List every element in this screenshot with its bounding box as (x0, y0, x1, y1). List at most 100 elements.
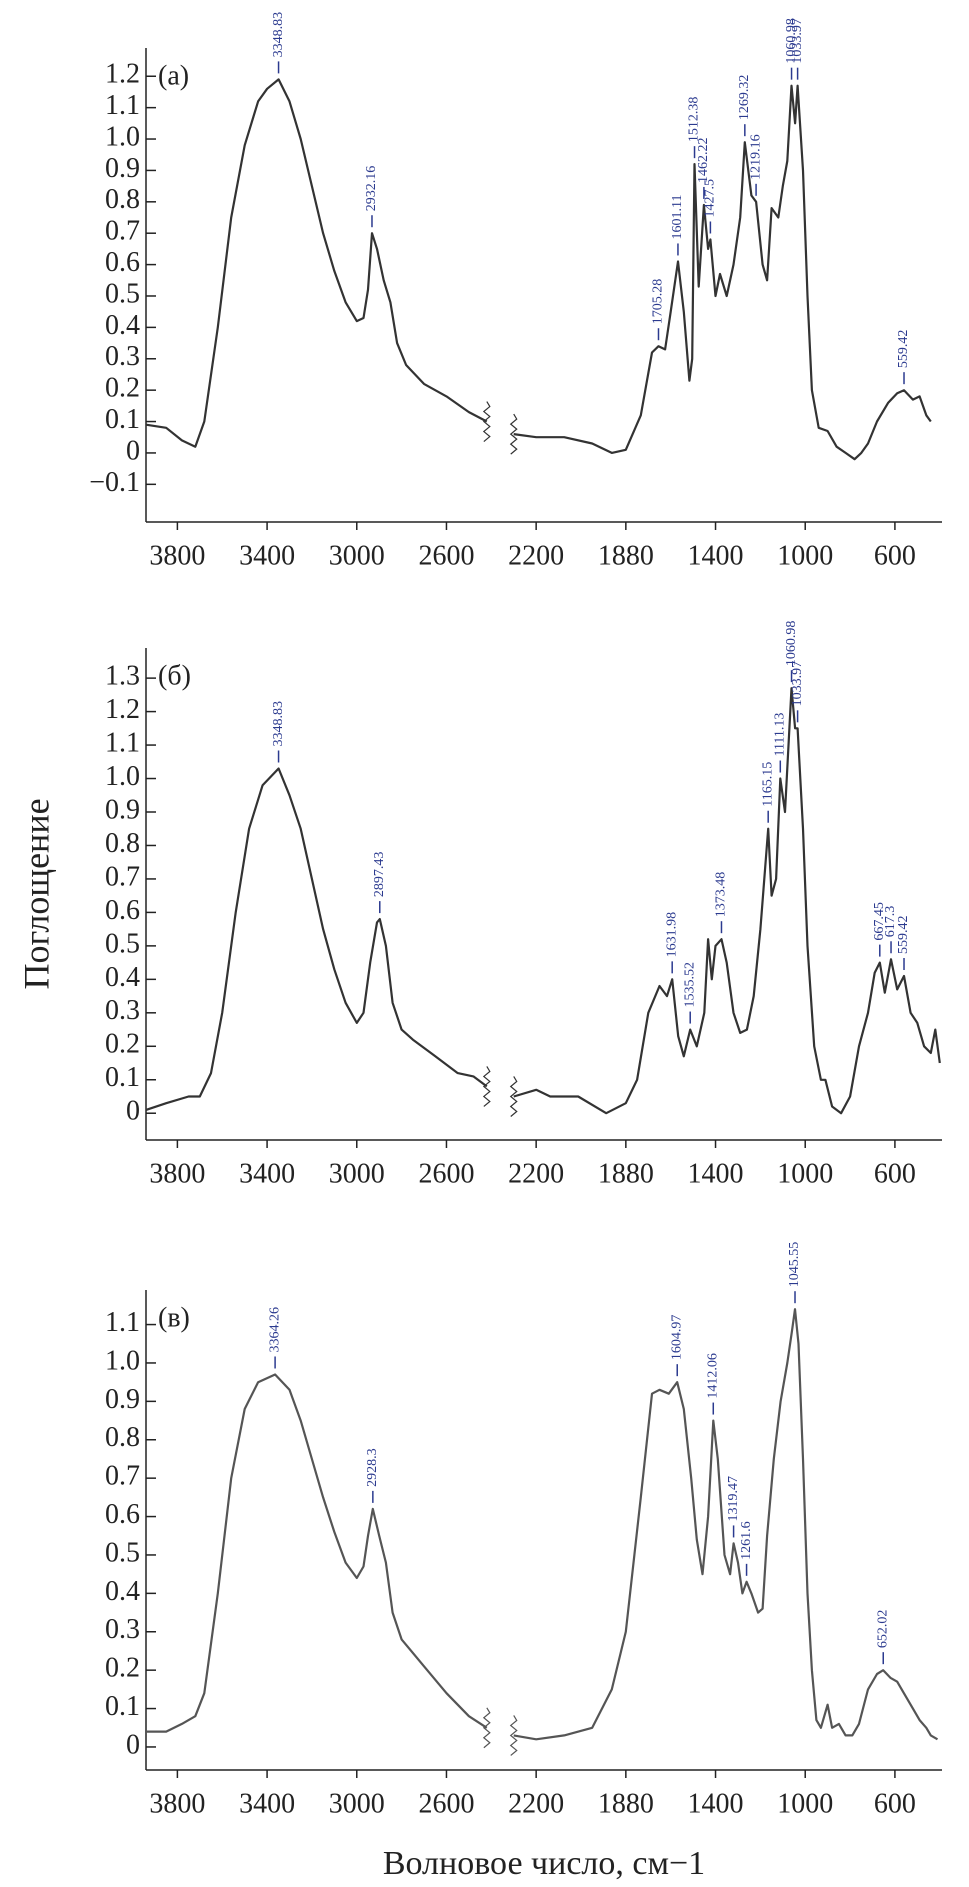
peak-label: 1060.98 (784, 621, 799, 667)
peak-label: 1033.97 (790, 661, 805, 707)
x-tick-label: 2600 (418, 540, 474, 571)
peak-label: 1604.97 (669, 1315, 684, 1361)
x-tick-label: 3000 (329, 1788, 385, 1819)
y-tick-label: 1.2 (105, 59, 140, 90)
peak-label: 3348.83 (271, 701, 286, 747)
spectrum-line (513, 687, 941, 1115)
y-tick-label: 1.2 (105, 694, 140, 725)
y-tick-label: 0.1 (105, 1062, 140, 1093)
y-tick-label: 0.9 (105, 153, 140, 184)
x-tick-label: 600 (874, 540, 916, 571)
peak-label: 1512.38 (687, 97, 702, 143)
y-tick-label: 1.1 (105, 1307, 140, 1338)
spectrum-line (146, 1373, 488, 1733)
axis-break (509, 1076, 518, 1117)
x-tick-label: 1400 (688, 540, 744, 571)
y-tick-label: 1.3 (105, 661, 140, 692)
x-tick-label: 3800 (149, 1158, 205, 1189)
y-tick-label: −0.1 (89, 467, 140, 498)
y-tick-label: 0.4 (105, 1576, 140, 1607)
x-tick-label: 1000 (777, 1158, 833, 1189)
peak-label: 1631.98 (664, 912, 679, 958)
x-tick-label: 2200 (508, 1158, 564, 1189)
y-tick-label: 0.4 (105, 310, 140, 341)
y-tick-label: 0.3 (105, 341, 140, 372)
panel-label: (б) (158, 660, 191, 691)
y-tick-label: 0.7 (105, 216, 140, 247)
x-tick-label: 3000 (329, 540, 385, 571)
peak-label: 1219.16 (748, 134, 763, 180)
peak-label: 1269.32 (737, 75, 752, 121)
y-tick-label: 1.1 (105, 727, 140, 758)
spectrum-line (145, 767, 488, 1111)
y-axis-label: Поглощение (16, 798, 56, 989)
peak-label: 1165.15 (760, 762, 775, 807)
y-tick-label: 0.2 (105, 373, 140, 404)
x-tick-label: 2200 (508, 540, 564, 571)
y-tick-label: 0.6 (105, 247, 140, 278)
peak-label: 2928.3 (365, 1448, 380, 1487)
peak-label: 1705.28 (651, 279, 666, 325)
peak-label: 1045.55 (787, 1242, 802, 1288)
x-tick-label: 3800 (149, 1788, 205, 1819)
y-tick-label: 1.0 (105, 761, 140, 792)
spectrum-line (145, 78, 488, 448)
peak-label: 3348.83 (271, 12, 286, 58)
y-tick-label: 0.3 (105, 1614, 140, 1645)
peak-label: 559.42 (896, 330, 911, 369)
x-tick-label: 1880 (598, 1158, 654, 1189)
spectrum-line (513, 1308, 939, 1741)
x-tick-label: 3800 (149, 540, 205, 571)
peak-label: 3364.26 (267, 1307, 282, 1353)
peak-label: 2897.43 (372, 852, 387, 898)
peak-label: 1427.5 (703, 179, 718, 218)
peak-label: 1261.6 (739, 1521, 754, 1560)
y-tick-label: 0.8 (105, 828, 140, 859)
x-axis-label: Волновое число, см−1 (383, 1845, 705, 1882)
peak-label: 1535.52 (682, 962, 697, 1008)
x-tick-label: 1880 (598, 540, 654, 571)
y-tick-label: 0.1 (105, 404, 140, 435)
x-tick-label: 2600 (418, 1788, 474, 1819)
x-tick-label: 600 (874, 1158, 916, 1189)
peak-label: 1060.98 (784, 18, 799, 64)
y-tick-label: 0.5 (105, 1537, 140, 1568)
y-tick-label: 0.9 (105, 1384, 140, 1415)
panel-label: (а) (158, 60, 189, 91)
peak-label: 2932.16 (364, 166, 379, 212)
peak-label: 1319.47 (726, 1476, 741, 1522)
peak-label: 1601.11 (670, 194, 685, 239)
y-tick-label: 0.8 (105, 1422, 140, 1453)
peak-label: 1373.48 (714, 872, 729, 918)
x-tick-label: 1400 (688, 1788, 744, 1819)
y-tick-label: 0.5 (105, 278, 140, 309)
y-tick-label: 0.4 (105, 962, 140, 993)
axis-break (509, 413, 518, 455)
y-tick-label: 0.8 (105, 184, 140, 215)
peak-label: 667.45 (872, 902, 887, 941)
peak-label: 652.02 (875, 1610, 890, 1649)
y-tick-label: 0.7 (105, 1461, 140, 1492)
x-tick-label: 1000 (777, 540, 833, 571)
peak-label: 1033.97 (790, 18, 805, 64)
x-tick-label: 2200 (508, 1788, 564, 1819)
y-tick-label: 0.6 (105, 1499, 140, 1530)
y-tick-label: 0.7 (105, 861, 140, 892)
axis-break (509, 1715, 518, 1756)
panel-label: (в) (158, 1302, 190, 1333)
y-tick-label: 0 (126, 1729, 140, 1760)
peak-label: 1412.06 (705, 1353, 720, 1399)
y-tick-label: 0.1 (105, 1691, 140, 1722)
x-tick-label: 3000 (329, 1158, 385, 1189)
x-tick-label: 3400 (239, 540, 295, 571)
y-tick-label: 0.9 (105, 794, 140, 825)
axis-break (482, 1066, 491, 1107)
y-tick-label: 0.3 (105, 995, 140, 1026)
y-tick-label: 0 (126, 435, 140, 466)
y-tick-label: 1.0 (105, 121, 140, 152)
x-tick-label: 3400 (239, 1788, 295, 1819)
x-tick-label: 1880 (598, 1788, 654, 1819)
x-tick-label: 2600 (418, 1158, 474, 1189)
y-tick-label: 1.1 (105, 90, 140, 121)
